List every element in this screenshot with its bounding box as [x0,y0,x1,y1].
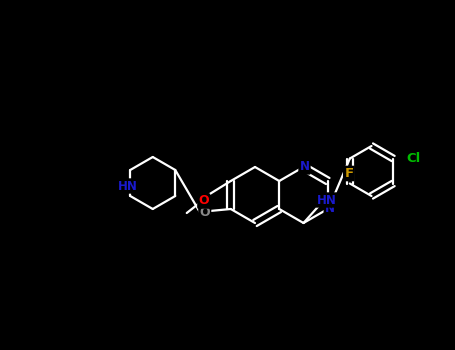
Text: O: O [198,195,209,208]
Text: HN: HN [317,194,336,206]
Text: HN: HN [118,180,138,193]
Text: N: N [299,161,309,174]
Text: Cl: Cl [406,152,420,165]
Text: F: F [344,167,354,180]
Text: N: N [325,203,335,216]
Text: O: O [199,206,210,219]
